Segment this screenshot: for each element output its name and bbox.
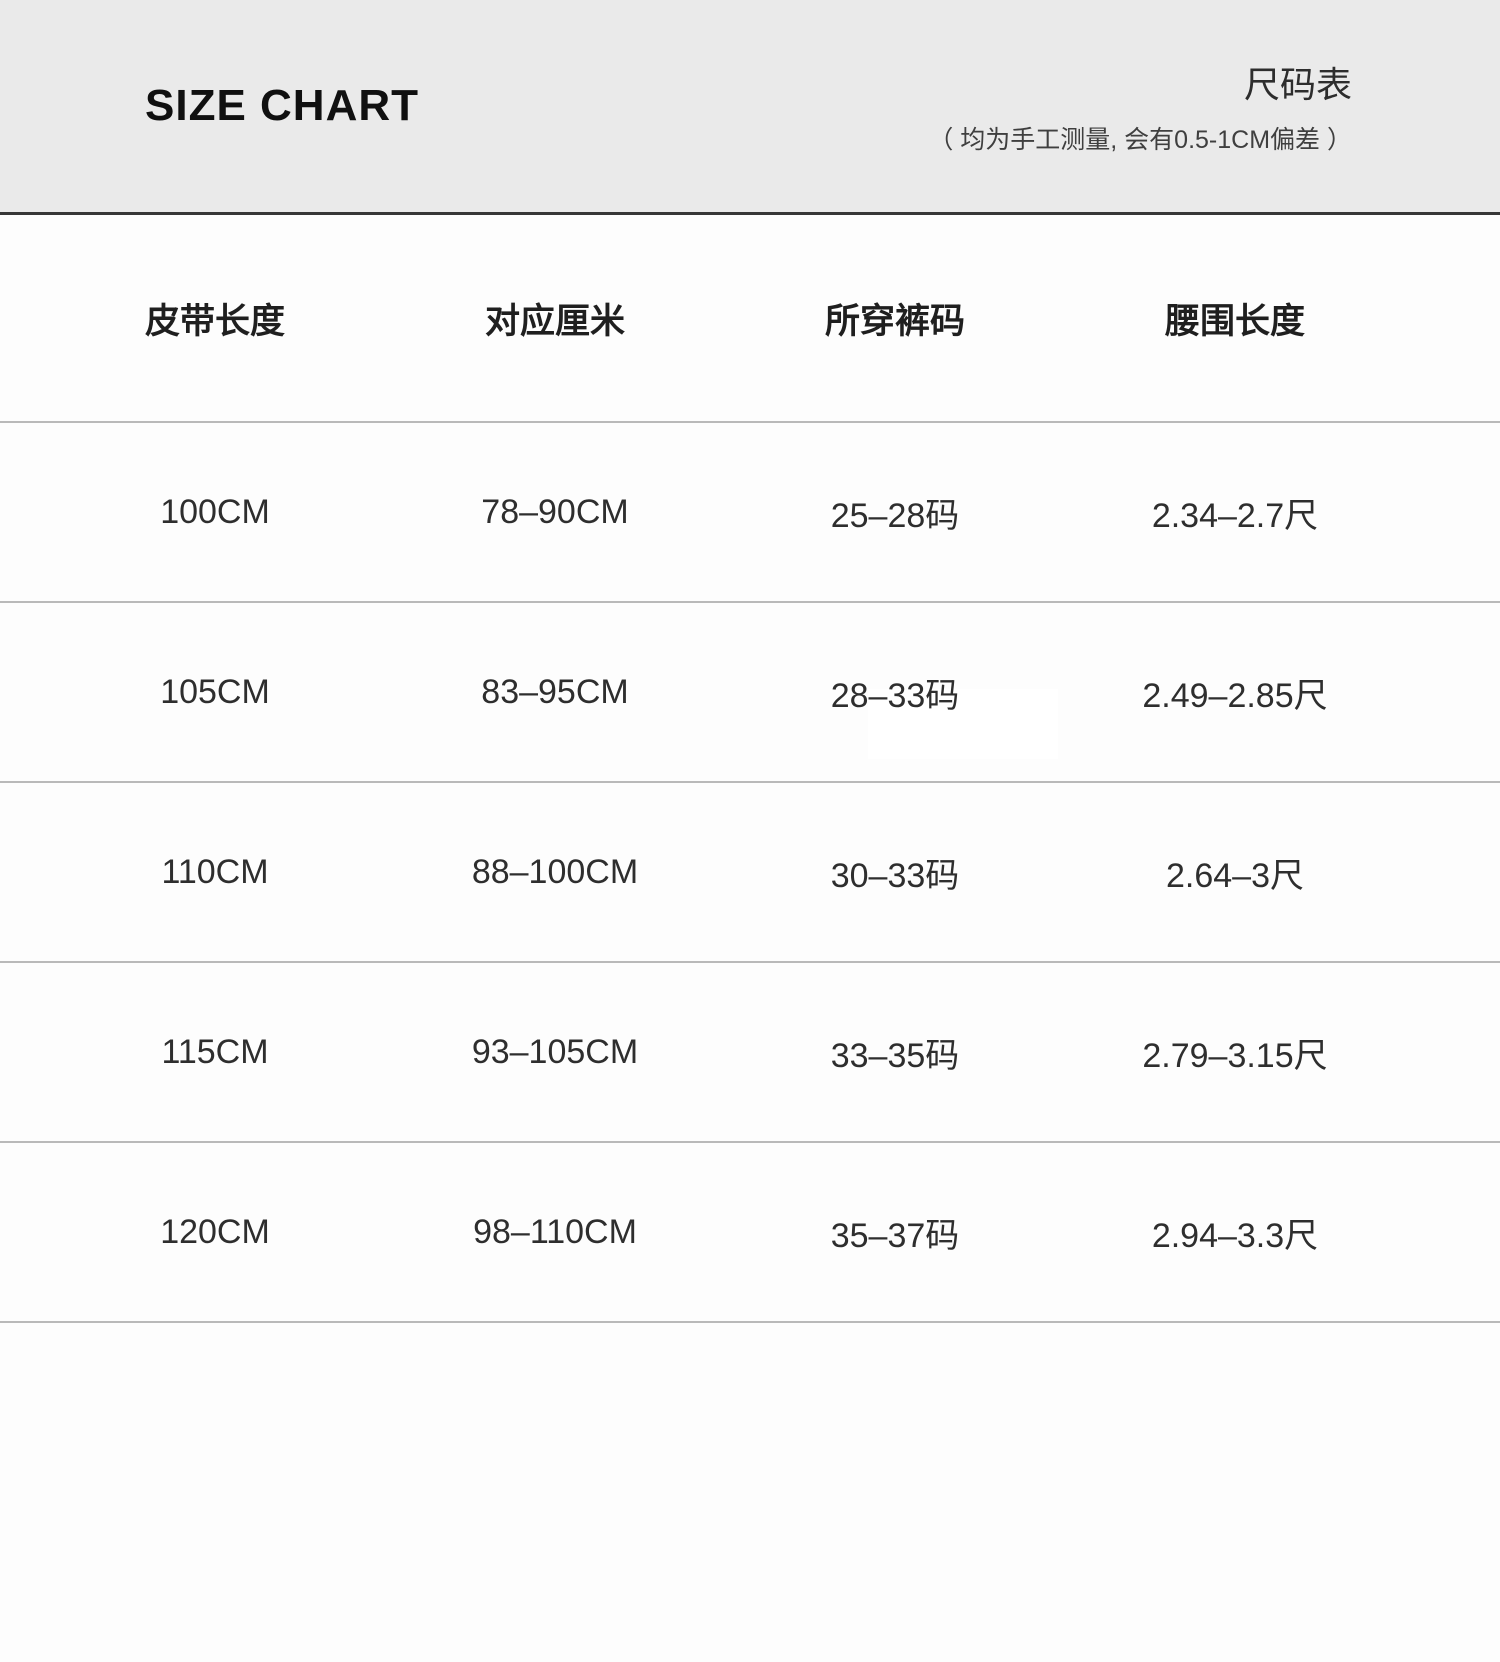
cell-waist-length: 2.94–3.3尺 bbox=[1151, 1216, 1319, 1255]
table-row: 110CM 88–100CM 30–33码 2.64–3尺 bbox=[0, 783, 1500, 963]
cell-pants-size: 30–33码 bbox=[830, 856, 960, 895]
cell-belt-length: 115CM bbox=[161, 1032, 269, 1071]
cell-pants-size: 28–33码 bbox=[830, 676, 960, 715]
cell-waist-length: 2.64–3尺 bbox=[1166, 856, 1304, 895]
column-header-cm-range: 对应厘米 bbox=[484, 301, 625, 341]
cell-belt-length: 105CM bbox=[160, 672, 270, 711]
size-table: 皮带长度 对应厘米 所穿裤码 腰围长度 100CM 78–90CM 25–28码… bbox=[0, 215, 1500, 1323]
cell-belt-length: 100CM bbox=[160, 492, 270, 531]
column-header-belt-length: 皮带长度 bbox=[144, 301, 285, 341]
cell-pants-size: 35–37码 bbox=[830, 1216, 960, 1255]
header-band: SIZE CHART 尺码表 （ 均为手工测量, 会有0.5-1CM偏差 ） bbox=[0, 0, 1500, 215]
cell-belt-length: 110CM bbox=[161, 852, 269, 891]
cell-cm-range: 93–105CM bbox=[471, 1032, 639, 1071]
cell-pants-size: 33–35码 bbox=[830, 1036, 960, 1075]
page-title-zh: 尺码表 bbox=[1243, 64, 1352, 105]
measurement-note: （ 均为手工测量, 会有0.5-1CM偏差 ） bbox=[928, 126, 1352, 154]
table-row: 100CM 78–90CM 25–28码 2.34–2.7尺 bbox=[0, 423, 1500, 603]
cell-cm-range: 98–110CM bbox=[473, 1212, 637, 1251]
cell-waist-length: 2.79–3.15尺 bbox=[1142, 1036, 1328, 1075]
cell-pants-size: 25–28码 bbox=[830, 496, 960, 535]
table-row: 115CM 93–105CM 33–35码 2.79–3.15尺 bbox=[0, 963, 1500, 1143]
cell-cm-range: 78–90CM bbox=[481, 492, 629, 531]
page-title: SIZE CHART bbox=[145, 81, 419, 130]
cell-belt-length: 120CM bbox=[160, 1212, 270, 1251]
cell-waist-length: 2.34–2.7尺 bbox=[1151, 496, 1319, 535]
table-row: 120CM 98–110CM 35–37码 2.94–3.3尺 bbox=[0, 1143, 1500, 1323]
table-header-row: 皮带长度 对应厘米 所穿裤码 腰围长度 bbox=[0, 215, 1500, 423]
table-row: 105CM 83–95CM 28–33码 2.49–2.85尺 bbox=[0, 603, 1500, 783]
column-header-pants-size: 所穿裤码 bbox=[824, 301, 965, 341]
header-right-block: 尺码表 （ 均为手工测量, 会有0.5-1CM偏差 ） bbox=[928, 56, 1352, 156]
cell-waist-length: 2.49–2.85尺 bbox=[1142, 676, 1328, 715]
cell-cm-range: 83–95CM bbox=[481, 672, 629, 711]
cell-cm-range: 88–100CM bbox=[471, 852, 639, 891]
column-header-waist-length: 腰围长度 bbox=[1164, 301, 1305, 341]
highlight-patch bbox=[868, 689, 1058, 759]
